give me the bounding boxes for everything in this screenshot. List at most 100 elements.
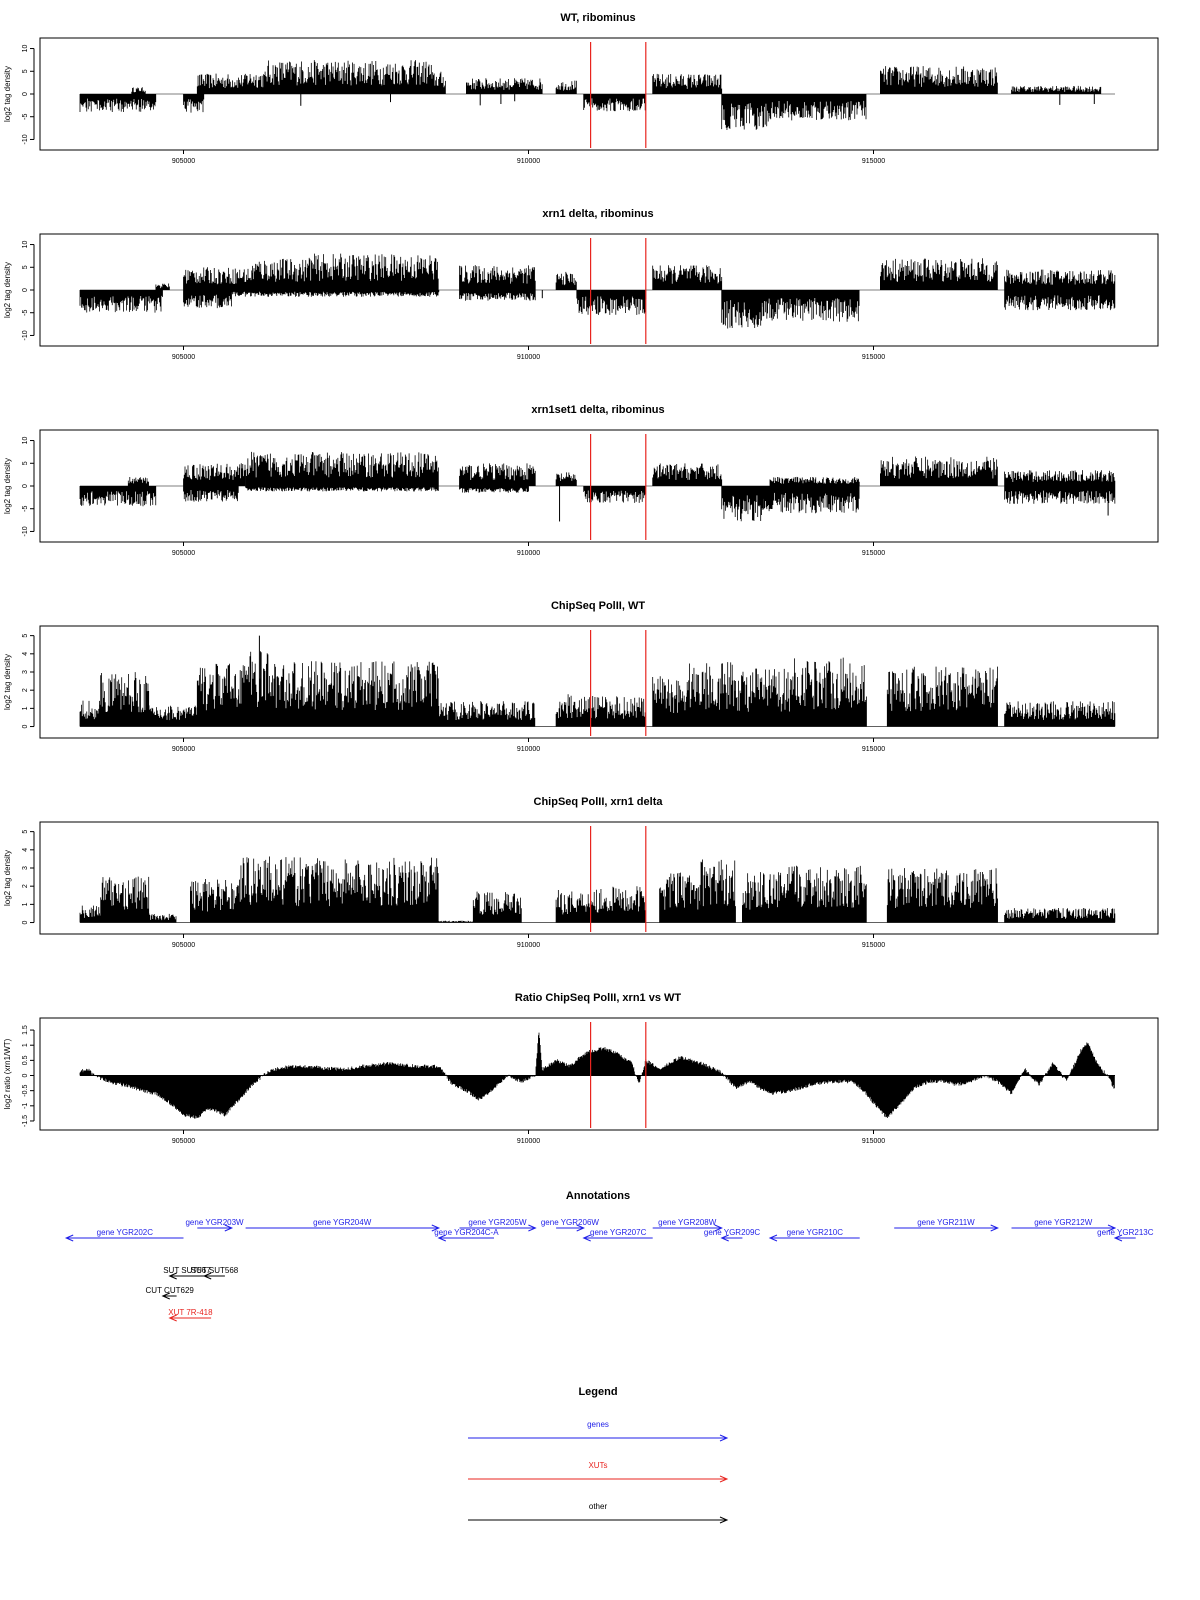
annotation-label: SUT SUT568 <box>191 1266 239 1275</box>
x-tick-label: 910000 <box>517 746 540 753</box>
x-tick-label: 905000 <box>172 550 195 557</box>
y-axis-label: log2 tag density <box>3 850 12 906</box>
annotation-label: gene YGR209C <box>704 1228 761 1237</box>
y-tick-label: 0 <box>22 724 29 728</box>
density-bars <box>555 889 584 923</box>
density-bars <box>721 94 771 131</box>
data-marks <box>79 1032 1115 1119</box>
annotation-arrowhead <box>720 1234 729 1242</box>
annotation-label: gene YGR207C <box>590 1228 647 1237</box>
y-axis: -1.5 -1 -0.5 0 0.5 1 1.5 <box>22 1025 35 1127</box>
panel-title: ChipSeq PolII, xrn1 delta <box>534 796 664 808</box>
density-bars <box>583 94 646 112</box>
y-tick-label: 0 <box>22 92 29 96</box>
x-tick-label: 905000 <box>172 158 195 165</box>
annotation-label: gene YGR208W <box>658 1218 717 1227</box>
density-bars <box>880 66 998 94</box>
density-bars <box>79 700 101 727</box>
annotation-arrowhead <box>528 1224 537 1232</box>
annotation-gene: gene YGR209C <box>704 1228 761 1242</box>
panel-title: WT, ribominus <box>560 12 635 24</box>
annotation-gene: gene YGR210C <box>768 1228 860 1242</box>
panel-6: Ratio ChipSeq PolII, xrn1 vs WT -1.5 -1 -0.… <box>3 992 1159 1145</box>
annotation-label: gene YGR211W <box>917 1218 975 1227</box>
density-bars <box>100 876 150 923</box>
y-axis-label: log2 tag density <box>3 66 12 122</box>
density-bars <box>652 463 723 486</box>
annotation-label: CUT CUT629 <box>146 1286 195 1295</box>
y-tick-label: 4 <box>22 848 29 852</box>
density-bars <box>245 451 439 486</box>
plot-frame <box>39 233 1159 347</box>
density-bars <box>459 486 529 493</box>
legend-item: other <box>468 1502 729 1524</box>
y-tick-label: 0 <box>22 484 29 488</box>
density-bars <box>431 71 446 94</box>
density-bars <box>742 872 785 923</box>
y-tick-label: 3 <box>22 866 29 870</box>
density-bars <box>1004 290 1116 311</box>
y-tick-label: 10 <box>22 241 29 249</box>
y-tick-label: 5 <box>22 461 29 465</box>
density-bars <box>307 253 439 290</box>
density-bars <box>652 676 688 727</box>
y-axis-label: log2 tag density <box>3 654 12 710</box>
density-bars <box>272 857 439 923</box>
density-bars <box>79 905 101 923</box>
y-tick-label: -10 <box>22 526 29 536</box>
density-bars <box>721 486 764 522</box>
y-tick-label: 0 <box>22 920 29 924</box>
annotation-gene: gene YGR204W <box>245 1218 441 1232</box>
density-bars <box>466 78 543 94</box>
density-bars <box>79 290 163 313</box>
density-bars <box>735 668 791 727</box>
density-bars <box>880 258 998 290</box>
density-bars <box>148 705 170 727</box>
x-tick-label: 905000 <box>172 1138 195 1145</box>
annotation-label: gene YGR205W <box>468 1218 527 1227</box>
y-tick-label: 1 <box>22 1043 29 1047</box>
density-bars <box>190 878 239 923</box>
annotation-gene: gene YGR212W <box>1011 1218 1117 1232</box>
panel-1: WT, ribominus -10 -5 0 5 10 log2 tag density 90… <box>3 12 1159 165</box>
density-bars <box>148 913 177 923</box>
x-tick-label: 910000 <box>517 1138 540 1145</box>
density-bars <box>169 705 198 727</box>
annotation-label: gene YGR202C <box>97 1228 154 1237</box>
y-tick-label: 1.5 <box>22 1025 29 1035</box>
x-tick-label: 915000 <box>862 942 885 949</box>
density-bars <box>583 486 646 503</box>
annotation-arrowhead <box>202 1272 212 1280</box>
density-bars <box>555 694 584 727</box>
density-bars <box>231 290 440 297</box>
density-bars <box>472 891 522 923</box>
legend-arrowhead <box>719 1434 729 1442</box>
annotation-arrowhead <box>768 1234 778 1242</box>
density-bars <box>583 695 646 727</box>
density-bars <box>272 661 439 727</box>
ratio-area <box>79 1032 1115 1119</box>
density-bars <box>1004 269 1116 290</box>
y-tick-label: -5 <box>22 114 29 120</box>
y-tick-label: 0.5 <box>22 1055 29 1065</box>
density-bars <box>652 265 723 290</box>
density-bars <box>245 71 267 94</box>
annotation-label: gene YGR203W <box>185 1218 244 1227</box>
plot-frame <box>39 429 1159 543</box>
density-bars <box>1004 486 1116 505</box>
annotation-label: XUT 7R-418 <box>168 1308 213 1317</box>
y-tick-label: 1 <box>22 706 29 710</box>
annotation-other: SUT SUT568 <box>191 1266 239 1280</box>
legend-title: Legend <box>578 1386 617 1398</box>
legend-arrowhead <box>719 1475 729 1483</box>
plot-frame <box>39 1017 1159 1131</box>
density-bars <box>659 872 702 923</box>
y-tick-label: -5 <box>22 310 29 316</box>
density-bars <box>155 283 170 290</box>
panel-title: ChipSeq PolII, WT <box>551 600 645 612</box>
x-tick-label: 915000 <box>862 1138 885 1145</box>
y-tick-label: 10 <box>22 45 29 53</box>
density-bars <box>880 456 998 486</box>
y-tick-label: 0 <box>22 288 29 292</box>
annotation-gene: gene YGR213C <box>1097 1228 1154 1242</box>
